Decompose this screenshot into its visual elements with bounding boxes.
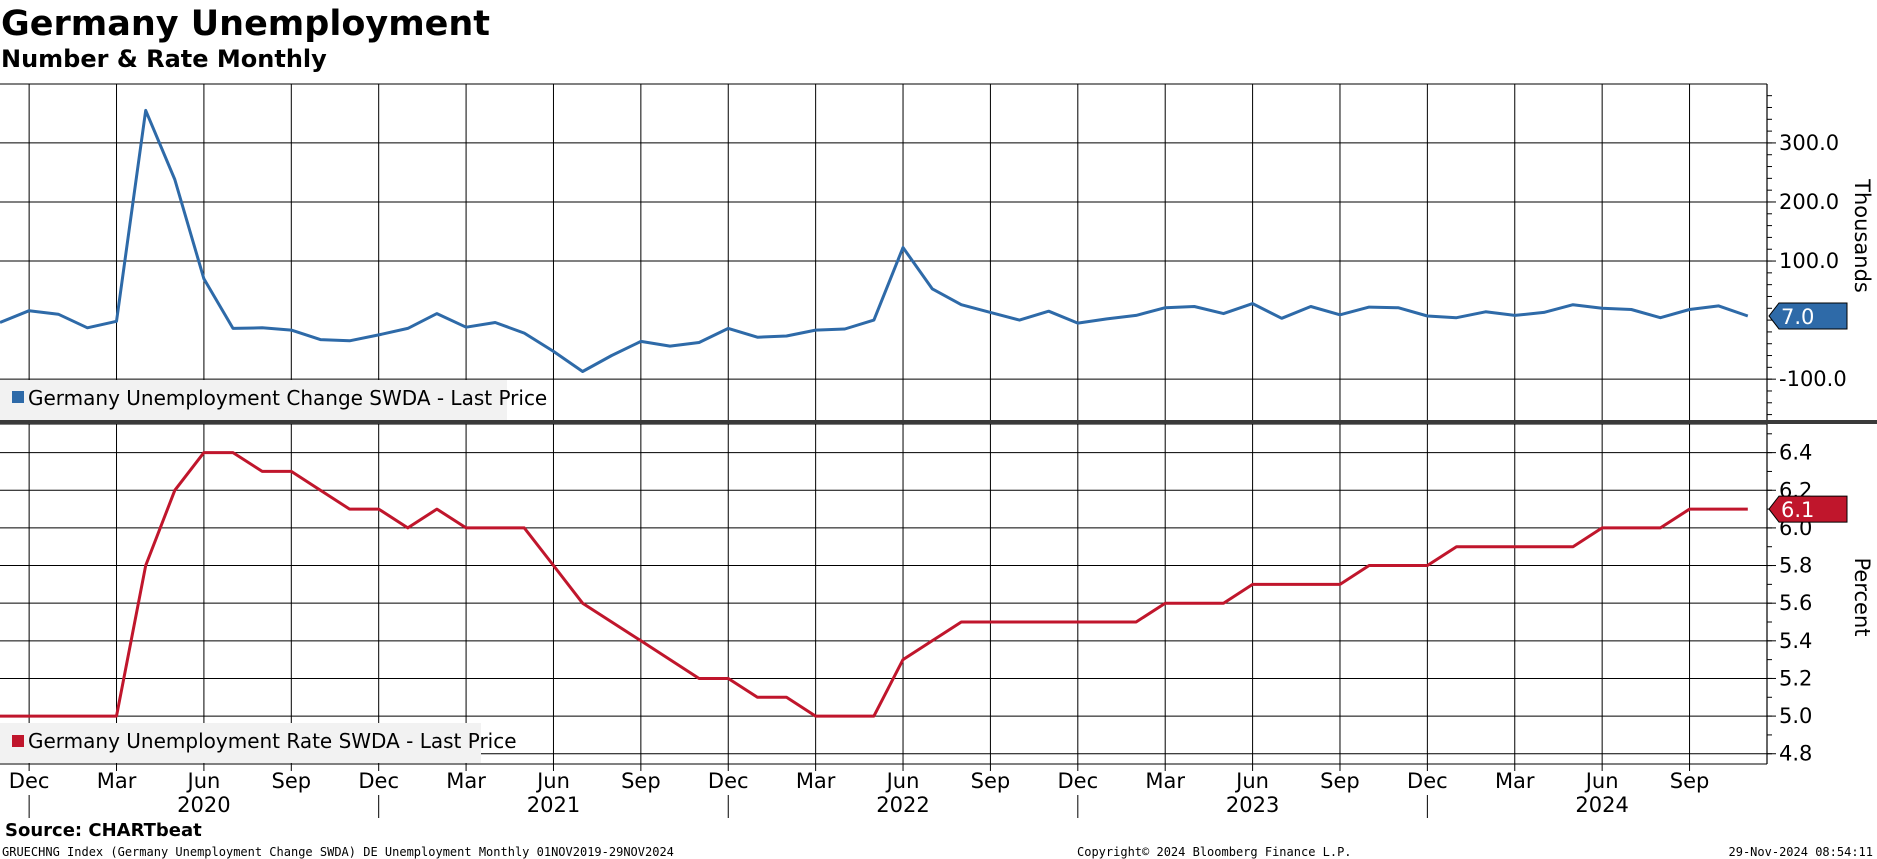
panel-separator (0, 420, 1877, 424)
bottom-legend-swatch (12, 735, 24, 747)
y-tick-label: 5.2 (1779, 666, 1812, 690)
top-panel-series (0, 108, 1749, 373)
y-tick-label: 5.8 (1779, 554, 1812, 578)
chart-title: Germany Unemployment (1, 4, 490, 44)
x-tick-label-month: Jun (885, 769, 920, 793)
top-legend-swatch (12, 391, 24, 403)
x-tick-label-month: Sep (1670, 769, 1710, 793)
x-tick-label-month: Mar (446, 769, 486, 793)
chart-description: GRUECHNG Index (Germany Unemployment Cha… (2, 845, 674, 859)
source-label: Source: CHARTbeat (5, 820, 202, 841)
x-tick-label-month: Mar (1495, 769, 1535, 793)
x-tick-label-month: Mar (97, 769, 137, 793)
x-tick-label-month: Sep (971, 769, 1011, 793)
x-tick-label-month: Jun (1234, 769, 1269, 793)
bottom-last-value-marker (1768, 495, 1848, 523)
x-tick-label-month: Dec (708, 769, 749, 793)
y-tick-label: 5.0 (1779, 704, 1812, 728)
y-tick-label: 5.6 (1779, 591, 1812, 615)
x-tick-label-month: Jun (186, 769, 221, 793)
x-tick-label-year: 2024 (1575, 793, 1628, 817)
top-last-value-label: 7.0 (1781, 305, 1814, 329)
y-tick-label: 4.8 (1779, 742, 1812, 766)
top-panel-y-axis-label: Thousands (1850, 178, 1874, 293)
x-tick-label-year: 2022 (876, 793, 929, 817)
x-tick-label-month: Mar (796, 769, 836, 793)
x-tick-label-year: 2020 (177, 793, 230, 817)
bottom-panel-legend: Germany Unemployment Rate SWDA - Last Pr… (0, 723, 517, 763)
x-tick-label-month: Sep (621, 769, 661, 793)
x-tick-label-year: 2023 (1226, 793, 1279, 817)
top-panel-grid (0, 83, 1768, 420)
bottom-legend-label: Germany Unemployment Rate SWDA - Last Pr… (28, 729, 517, 753)
y-tick-label: 6.4 (1779, 441, 1812, 465)
bottom-panel-series (0, 451, 1748, 718)
timestamp: 29-Nov-2024 08:54:11 (1729, 845, 1874, 859)
chart-subtitle: Number & Rate Monthly (1, 45, 327, 73)
x-tick-label-month: Jun (535, 769, 570, 793)
series-line (0, 451, 1748, 718)
y-tick-label: -100.0 (1779, 367, 1847, 391)
y-tick-label: 100.0 (1779, 249, 1839, 273)
x-tick-label-month: Sep (272, 769, 312, 793)
x-tick-label-month: Sep (1320, 769, 1360, 793)
top-legend-label: Germany Unemployment Change SWDA - Last … (28, 386, 547, 410)
x-tick-label-month: Jun (1584, 769, 1619, 793)
x-tick-label-month: Dec (9, 769, 50, 793)
y-tick-label: 200.0 (1779, 190, 1839, 214)
top-last-value-marker (1768, 302, 1848, 330)
bottom-panel-grid (0, 423, 1768, 764)
series-line (0, 108, 1749, 373)
copyright-notice: Copyright© 2024 Bloomberg Finance L.P. (1077, 845, 1352, 859)
x-tick-label-month: Dec (1407, 769, 1448, 793)
bottom-last-value-label: 6.1 (1781, 498, 1814, 522)
y-tick-label: 300.0 (1779, 131, 1839, 155)
bottom-legend-background (0, 723, 481, 763)
top-panel-y-ticks: -100.0 100.0 200.0 300.0 (1767, 95, 1847, 416)
top-last-value-tag: 7.0 (1768, 302, 1848, 330)
bottom-panel-y-ticks: 4.85.05.25.45.65.86.06.26.4 (1767, 433, 1812, 766)
x-axis-ticks: Dec Mar Jun Sep Dec Mar Jun Sep Dec Mar Jun Sep Dec M… (0, 763, 1767, 818)
x-tick-label-month: Dec (1057, 769, 1098, 793)
y-tick-label: 5.4 (1779, 629, 1812, 653)
x-tick-label-month: Dec (358, 769, 399, 793)
bottom-last-value-tag: 6.1 (1768, 495, 1848, 523)
top-legend-background (0, 380, 507, 420)
top-panel-legend: Germany Unemployment Change SWDA - Last … (0, 380, 547, 420)
x-tick-label-year: 2021 (527, 793, 580, 817)
bottom-panel-y-axis-label: Percent (1850, 557, 1874, 636)
x-tick-label-month: Mar (1145, 769, 1185, 793)
